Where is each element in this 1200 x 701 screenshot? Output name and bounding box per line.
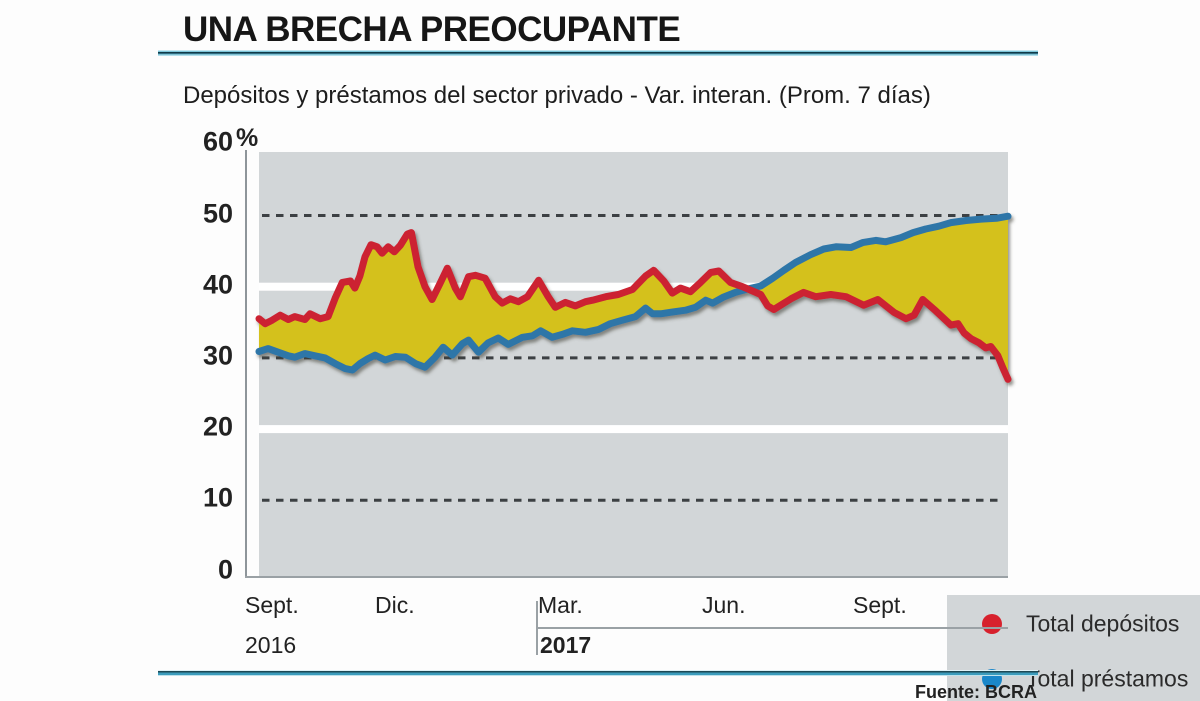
x-tick-label-3: Jun. xyxy=(702,592,746,618)
deposits-legend-dot-icon xyxy=(982,614,1002,634)
y-tick-label-20: 20 xyxy=(202,411,233,442)
gap-area xyxy=(259,216,1008,380)
y-tick-label-60: 60 xyxy=(202,126,233,157)
y-tick-label-50: 50 xyxy=(202,197,233,228)
x-tick-label-4: Sept. xyxy=(853,592,907,618)
year-label-2016: 2016 xyxy=(245,632,297,658)
chart-svg xyxy=(255,212,1012,502)
deposits-line xyxy=(255,229,1012,383)
source-note: Fuente: BCRA xyxy=(915,682,1037,701)
x-tick-label-0: Sept. xyxy=(245,592,299,618)
page-title: UNA BRECHA PREOCUPANTE xyxy=(183,10,681,49)
x-axis-line xyxy=(245,576,1008,578)
y-tick-label-0: 0 xyxy=(217,553,233,584)
plot-area: Total depósitos Total préstamos xyxy=(255,152,1200,701)
year-label-2017: 2017 xyxy=(540,632,592,658)
loans-line xyxy=(255,212,1012,374)
y-tick-label-10: 10 xyxy=(202,482,233,513)
y-tick-label-30: 30 xyxy=(202,340,233,371)
percent-unit-label: % xyxy=(236,124,259,152)
x-tick-label-1: Dic. xyxy=(375,592,415,618)
loans-legend-label: Total préstamos xyxy=(1026,665,1189,692)
title-rule xyxy=(158,50,1038,56)
deposits-legend-label: Total depósitos xyxy=(1026,610,1180,637)
y-axis-line xyxy=(245,150,247,577)
white-gridline-20 xyxy=(259,425,1008,434)
y-tick-label-40: 40 xyxy=(202,269,233,300)
x-tick-label-2: Mar. xyxy=(538,592,583,618)
legend-item-deposits: Total depósitos xyxy=(947,610,1200,637)
year-2017-divider-line xyxy=(536,627,1008,629)
chart-subtitle: Depósitos y préstamos del sector privado… xyxy=(183,82,931,109)
bottom-rule xyxy=(158,670,1038,676)
legend: Total depósitos Total préstamos xyxy=(947,595,1200,701)
